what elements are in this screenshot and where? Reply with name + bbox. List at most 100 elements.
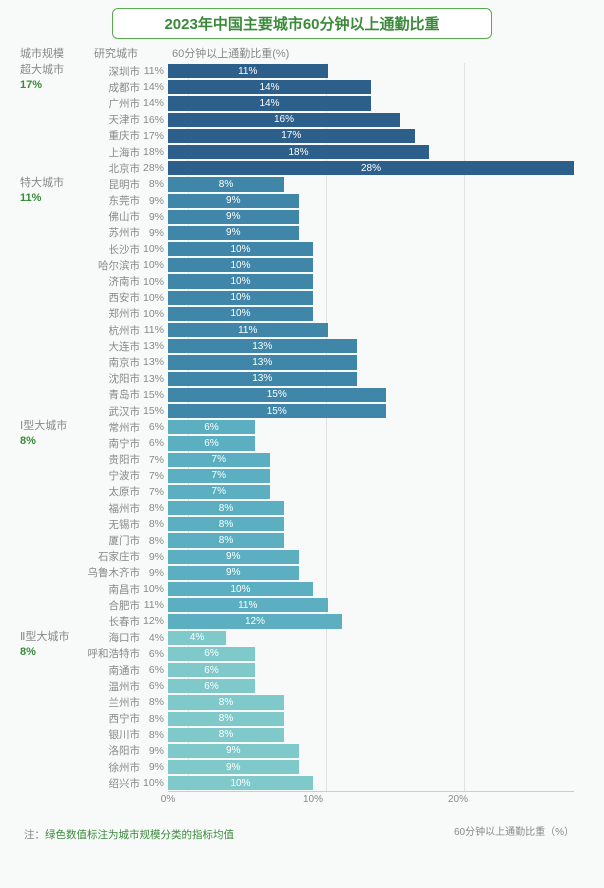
bar-value-label: 16%: [274, 114, 294, 125]
table-row: 上海市18%18%: [20, 144, 604, 160]
bar: 16%: [168, 113, 400, 127]
bar: 28%: [168, 161, 574, 175]
table-row: 南京市13%13%: [20, 354, 604, 370]
bar: 11%: [168, 598, 328, 612]
value-label: 11%: [142, 324, 168, 336]
bar: 8%: [168, 712, 284, 726]
table-row: 长春市12%12%: [20, 613, 604, 629]
value-label: 8%: [142, 518, 168, 530]
city-name: 石家庄市: [84, 549, 142, 564]
bar-value-label: 11%: [238, 325, 257, 336]
bar: 7%: [168, 453, 270, 467]
value-label: 14%: [142, 81, 168, 93]
bar-value-label: 9%: [226, 567, 240, 578]
city-name: 乌鲁木齐市: [84, 565, 142, 580]
bar-value-label: 4%: [190, 632, 204, 643]
city-name: 南昌市: [84, 582, 142, 597]
value-label: 9%: [142, 745, 168, 757]
chart-title-box: 2023年中国主要城市60分钟以上通勤比重: [112, 8, 492, 39]
bar: 9%: [168, 744, 299, 758]
table-row: 无锡市8%8%: [20, 516, 604, 532]
table-row: 太原市7%7%: [20, 484, 604, 500]
table-row: 温州市6%6%: [20, 678, 604, 694]
city-name: 厦门市: [84, 533, 142, 548]
bar-value-label: 6%: [204, 648, 218, 659]
value-label: 7%: [142, 454, 168, 466]
city-name: 上海市: [84, 145, 142, 160]
table-row: 成都市14%14%: [20, 79, 604, 95]
value-label: 15%: [142, 405, 168, 417]
bar-value-label: 9%: [226, 762, 240, 773]
table-row: 武汉市15%15%: [20, 403, 604, 419]
table-row: 杭州市11%11%: [20, 322, 604, 338]
value-label: 9%: [142, 551, 168, 563]
group-average: 17%: [20, 78, 84, 93]
bar: 6%: [168, 663, 255, 677]
city-name: 沈阳市: [84, 371, 142, 386]
bar: 10%: [168, 242, 313, 256]
bar: 8%: [168, 728, 284, 742]
bar: 10%: [168, 258, 313, 272]
city-name: 银川市: [84, 727, 142, 742]
table-row: 重庆市17%17%: [20, 128, 604, 144]
bar: 9%: [168, 760, 299, 774]
value-label: 8%: [142, 729, 168, 741]
bar-value-label: 8%: [219, 713, 233, 724]
bar-value-label: 13%: [252, 373, 272, 384]
table-row: 东莞市9%9%: [20, 193, 604, 209]
group-label: Ⅰ型大城市8%: [20, 419, 84, 449]
bar-value-label: 9%: [226, 227, 240, 238]
city-name: 天津市: [84, 112, 142, 127]
bar: 14%: [168, 80, 371, 94]
table-row: 南宁市6%6%: [20, 435, 604, 451]
value-label: 14%: [142, 97, 168, 109]
bar-value-label: 15%: [267, 389, 287, 400]
value-label: 13%: [142, 373, 168, 385]
chart: 城市规模 研究城市 60分钟以上通勤比重(%) 超大城市17%深圳市11%11%…: [0, 45, 604, 809]
bar-value-label: 10%: [230, 584, 250, 595]
bar: 18%: [168, 145, 429, 159]
table-row: 徐州市9%9%: [20, 759, 604, 775]
city-name: 重庆市: [84, 128, 142, 143]
city-name: 青岛市: [84, 387, 142, 402]
city-name: 南通市: [84, 663, 142, 678]
bar-value-label: 6%: [204, 422, 218, 433]
bar: 17%: [168, 129, 415, 143]
bar-value-label: 10%: [230, 276, 250, 287]
value-label: 6%: [142, 664, 168, 676]
bar: 15%: [168, 388, 386, 402]
table-row: 沈阳市13%13%: [20, 371, 604, 387]
table-row: 南昌市10%10%: [20, 581, 604, 597]
bar: 14%: [168, 96, 371, 110]
bar: 10%: [168, 307, 313, 321]
bar-value-label: 11%: [238, 66, 257, 77]
table-row: 贵阳市7%7%: [20, 452, 604, 468]
header-scale: 城市规模: [20, 45, 84, 61]
bar-value-label: 7%: [212, 454, 226, 465]
bar-value-label: 18%: [288, 147, 308, 158]
table-row: 北京市28%28%: [20, 160, 604, 176]
table-row: 厦门市8%8%: [20, 532, 604, 548]
bar: 10%: [168, 291, 313, 305]
group-label: 特大城市11%: [20, 176, 84, 206]
bar-value-label: 28%: [361, 163, 381, 174]
table-row: 绍兴市10%10%: [20, 775, 604, 791]
bar-value-label: 14%: [259, 98, 279, 109]
city-name: 昆明市: [84, 177, 142, 192]
bar-value-label: 10%: [230, 308, 250, 319]
bar: 6%: [168, 647, 255, 661]
group-average: 8%: [20, 645, 84, 660]
table-row: 洛阳市9%9%: [20, 743, 604, 759]
city-name: 海口市: [84, 630, 142, 645]
table-row: 兰州市8%8%: [20, 694, 604, 710]
bar: 11%: [168, 323, 328, 337]
city-name: 大连市: [84, 339, 142, 354]
city-name: 洛阳市: [84, 743, 142, 758]
value-label: 8%: [142, 713, 168, 725]
bar: 15%: [168, 404, 386, 418]
bar: 9%: [168, 210, 299, 224]
bar-value-label: 8%: [219, 697, 233, 708]
value-label: 10%: [142, 259, 168, 271]
city-name: 长沙市: [84, 242, 142, 257]
table-row: 长沙市10%10%: [20, 241, 604, 257]
